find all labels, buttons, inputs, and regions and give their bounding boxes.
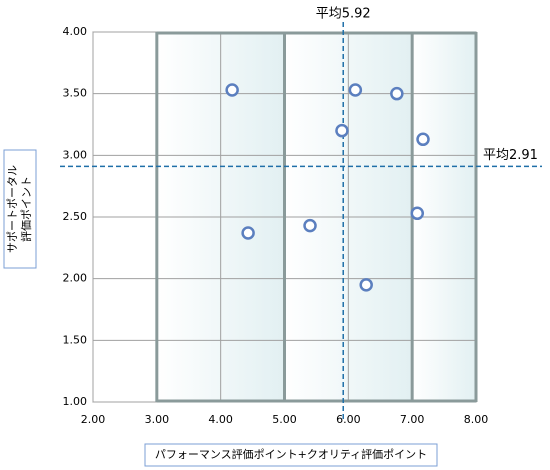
x-tick-label: 3.00 [145,413,170,426]
y-axis-label: サポートポータル [6,165,19,253]
x-tick-label: 8.00 [464,413,489,426]
y-tick-label: 1.00 [63,395,88,408]
x-tick-label: 5.00 [272,413,297,426]
y-tick-label: 2.00 [63,272,88,285]
y-tick-label: 4.00 [63,25,88,38]
y-tick-label: 2.50 [63,210,88,223]
y-tick-label: 3.00 [63,148,88,161]
point [225,83,239,97]
mean-label: 平均5.92 [316,7,371,22]
point [359,278,373,292]
point [303,218,317,233]
point [335,123,349,138]
point [348,83,363,97]
point [416,132,430,147]
point [241,226,255,240]
y-label-box [3,149,37,269]
y-tick-label: 1.50 [63,333,88,346]
y-tick-label: 3.50 [63,87,88,100]
point [410,206,425,221]
mean-label: 平均2.91 [483,148,538,163]
x-axis-label: パフォーマンス評価ポイント+クオリティ評価ポイント [155,447,427,461]
x-tick-label: 7.00 [400,413,425,426]
x-tick-label: 6.00 [336,413,361,426]
x-label-box [144,443,438,467]
y-axis-label: 評価ポイント [19,176,33,242]
x-tick-label: 4.00 [208,413,233,426]
point [390,86,404,101]
x-tick-label: 2.00 [81,413,106,426]
